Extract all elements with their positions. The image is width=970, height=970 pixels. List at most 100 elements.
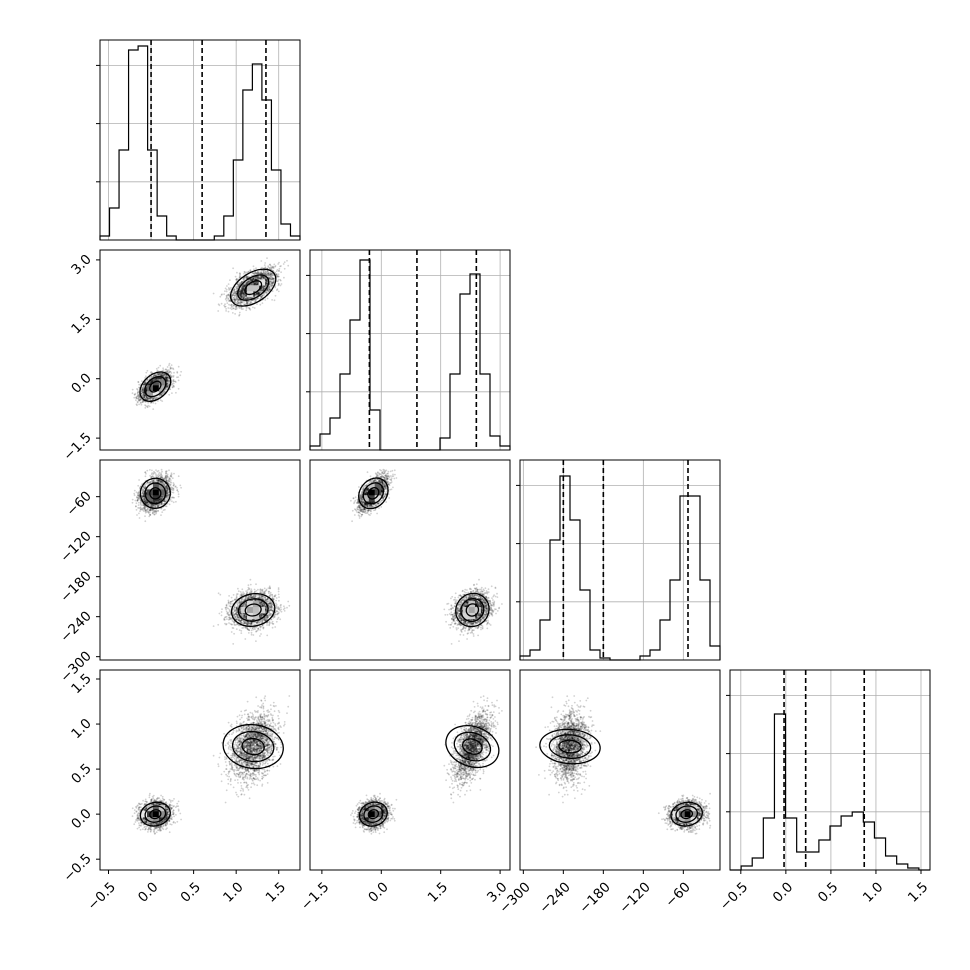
sample-point bbox=[277, 607, 280, 609]
sample-point bbox=[174, 486, 177, 488]
sample-point bbox=[252, 295, 255, 297]
sample-point bbox=[261, 621, 264, 624]
sample-point bbox=[259, 625, 261, 628]
sample-point bbox=[217, 303, 220, 306]
sample-point bbox=[241, 293, 244, 295]
sample-point bbox=[168, 362, 171, 365]
sample-point bbox=[167, 491, 170, 494]
sample-point bbox=[145, 501, 148, 504]
sample-point bbox=[245, 289, 248, 292]
sample-point bbox=[243, 270, 246, 273]
sample-point bbox=[136, 400, 139, 403]
sample-point bbox=[144, 475, 147, 478]
sample-point bbox=[257, 276, 259, 278]
sample-point bbox=[168, 479, 171, 482]
sample-point bbox=[266, 282, 269, 285]
sample-point bbox=[271, 607, 273, 609]
sample-point bbox=[276, 610, 279, 613]
sample-point bbox=[268, 288, 271, 291]
sample-point bbox=[137, 394, 140, 397]
sample-point bbox=[239, 293, 242, 296]
sample-point bbox=[168, 369, 170, 371]
sample-point bbox=[242, 297, 245, 300]
sample-point bbox=[171, 496, 173, 499]
sample-point bbox=[142, 486, 145, 489]
sample-point bbox=[166, 495, 169, 498]
sample-point bbox=[146, 481, 149, 484]
sample-point bbox=[151, 398, 154, 401]
sample-point bbox=[262, 619, 265, 622]
sample-point bbox=[273, 595, 276, 598]
sample-point bbox=[261, 275, 264, 278]
sample-point bbox=[245, 297, 248, 300]
sample-point bbox=[263, 272, 266, 275]
sample-point bbox=[262, 270, 265, 273]
sample-point bbox=[266, 269, 269, 272]
sample-point bbox=[153, 501, 156, 503]
sample-point bbox=[246, 621, 249, 624]
histogram-step-2 bbox=[519, 475, 721, 661]
sample-point bbox=[161, 495, 164, 498]
sample-point bbox=[267, 272, 270, 275]
sample-point bbox=[264, 277, 267, 280]
sample-point bbox=[268, 272, 271, 274]
sample-point bbox=[157, 377, 160, 380]
sample-point bbox=[166, 488, 169, 491]
sample-point bbox=[138, 400, 140, 402]
sample-point bbox=[176, 489, 179, 492]
sample-point bbox=[240, 622, 243, 625]
sample-point bbox=[241, 287, 244, 290]
sample-point bbox=[242, 297, 245, 300]
sample-point bbox=[230, 596, 233, 599]
sample-point bbox=[152, 398, 155, 400]
sample-point bbox=[143, 382, 146, 384]
sample-point bbox=[231, 293, 233, 296]
sample-point bbox=[271, 274, 274, 277]
sample-point bbox=[275, 605, 278, 608]
sample-point bbox=[269, 288, 271, 291]
sample-point bbox=[225, 608, 228, 611]
sample-point bbox=[142, 386, 145, 388]
sample-point bbox=[136, 388, 139, 391]
sample-point bbox=[254, 278, 257, 281]
sample-point bbox=[249, 308, 252, 311]
sample-point bbox=[245, 288, 248, 290]
sample-point bbox=[142, 495, 145, 498]
sample-point bbox=[271, 276, 273, 279]
sample-point bbox=[242, 290, 245, 292]
sample-point bbox=[147, 397, 150, 400]
sample-point bbox=[160, 514, 162, 516]
sample-point bbox=[241, 286, 244, 289]
sample-point bbox=[147, 383, 150, 386]
sample-point bbox=[241, 291, 244, 294]
sample-point bbox=[244, 597, 247, 600]
sample-point bbox=[244, 295, 246, 297]
sample-point bbox=[170, 364, 173, 366]
sample-point bbox=[245, 294, 248, 297]
sample-point bbox=[141, 494, 143, 497]
sample-point bbox=[176, 376, 178, 379]
sample-point bbox=[233, 298, 236, 301]
sample-point bbox=[271, 299, 273, 301]
sample-point bbox=[142, 492, 145, 494]
sample-point bbox=[138, 494, 140, 497]
sample-point bbox=[233, 298, 236, 300]
sample-point bbox=[156, 377, 159, 380]
sample-point bbox=[254, 276, 257, 279]
sample-point bbox=[142, 392, 145, 394]
sample-point bbox=[260, 276, 263, 278]
sample-point bbox=[136, 397, 139, 400]
sample-point bbox=[244, 598, 247, 601]
sample-point bbox=[255, 283, 258, 286]
sample-point bbox=[265, 278, 267, 281]
contour-level-1 bbox=[144, 376, 167, 398]
sample-point bbox=[168, 477, 171, 479]
sample-point bbox=[238, 293, 241, 296]
sample-point bbox=[252, 618, 254, 621]
sample-point bbox=[244, 614, 246, 617]
sample-point bbox=[160, 374, 162, 377]
sample-point bbox=[265, 284, 268, 287]
sample-point bbox=[155, 397, 158, 400]
sample-point bbox=[239, 600, 242, 603]
panel-frame bbox=[519, 459, 721, 661]
